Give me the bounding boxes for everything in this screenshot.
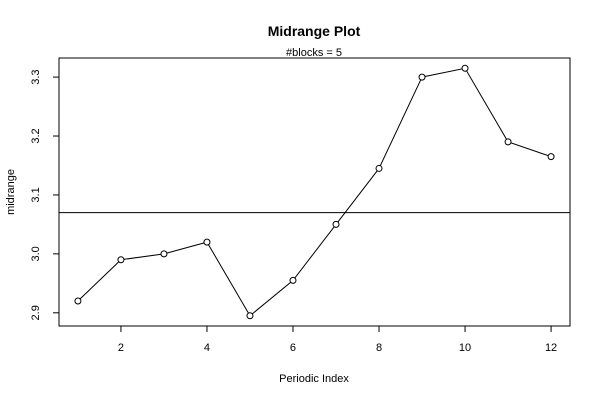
data-point: [117, 256, 125, 264]
x-tick-label: 12: [545, 342, 557, 354]
x-tick-label: 2: [118, 342, 124, 354]
data-point: [332, 220, 340, 228]
data-point: [461, 64, 469, 72]
data-point: [375, 164, 383, 172]
series-line: [77, 67, 552, 317]
x-axis-label: Periodic Index: [279, 373, 349, 385]
data-point: [289, 276, 297, 284]
x-tick-label: 10: [459, 342, 471, 354]
y-tick-label: 3.1: [30, 187, 42, 202]
data-point: [246, 312, 254, 320]
x-axis: 2 4 6 8 10 12: [118, 326, 557, 354]
plot-frame: [58, 57, 571, 327]
x-tick-label: 4: [204, 342, 210, 354]
chart-title: Midrange Plot: [268, 23, 361, 39]
y-axis-label: midrange: [5, 169, 17, 215]
y-tick-label: 3.0: [30, 246, 42, 261]
data-point: [418, 73, 426, 81]
x-tick-label: 8: [376, 342, 382, 354]
series-layer: [74, 64, 555, 320]
y-axis: 2.9 3.0 3.1 3.2 3.3: [30, 69, 59, 320]
y-tick-label: 2.9: [30, 305, 42, 320]
data-point: [160, 250, 168, 258]
data-point: [74, 297, 82, 305]
y-tick-label: 3.3: [30, 69, 42, 84]
data-point: [203, 238, 211, 246]
data-point: [547, 153, 555, 161]
x-tick-label: 6: [290, 342, 296, 354]
chart-subtitle: #blocks = 5: [286, 47, 342, 59]
y-tick-label: 3.2: [30, 128, 42, 143]
data-point: [504, 138, 512, 146]
